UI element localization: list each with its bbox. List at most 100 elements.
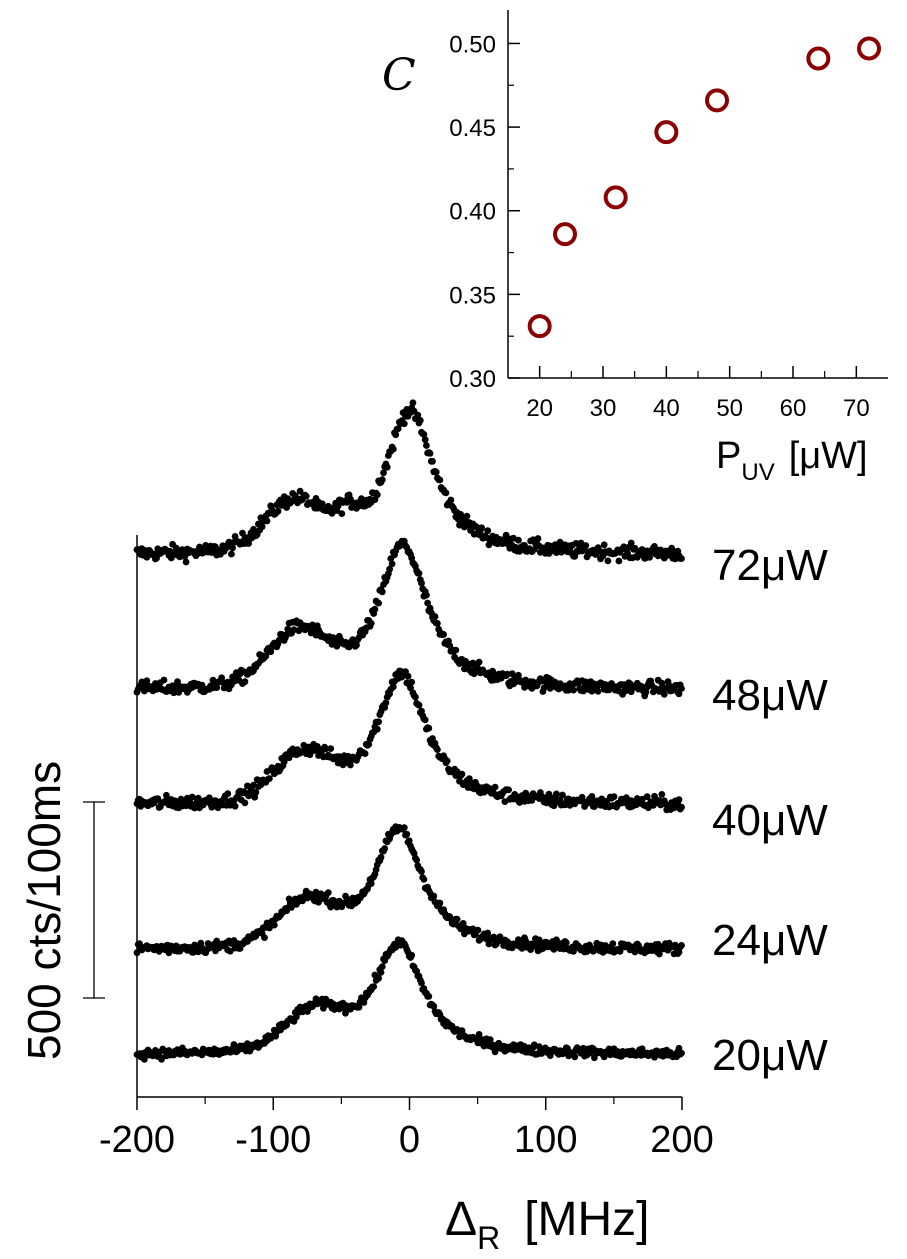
trace-point — [491, 1048, 499, 1056]
trace-point — [324, 889, 332, 896]
trace-point — [470, 670, 478, 678]
trace-label: 20μW — [712, 1031, 828, 1080]
trace-point — [627, 539, 635, 547]
trace-point — [491, 783, 499, 791]
main-x-tick-label: -200 — [99, 1119, 175, 1161]
trace-point — [631, 544, 639, 552]
trace-point — [678, 942, 685, 949]
trace-point — [616, 947, 624, 955]
trace-point — [262, 652, 270, 660]
trace-point — [400, 824, 408, 831]
trace-point — [404, 672, 412, 680]
trace-point — [442, 489, 450, 497]
trace-point — [163, 791, 170, 799]
trace-point — [388, 560, 396, 568]
inset-x-label-sub: UV — [741, 459, 774, 486]
trace-point — [241, 799, 249, 807]
trace-point — [261, 934, 268, 941]
main-x-tick-label: 0 — [399, 1119, 420, 1161]
trace-point — [378, 963, 386, 970]
trace-point — [600, 541, 608, 549]
trace-point — [342, 1009, 349, 1017]
trace-point — [241, 678, 249, 686]
trace-point — [367, 880, 375, 887]
trace-point — [534, 535, 542, 542]
trace-point — [594, 687, 602, 695]
trace-point — [302, 492, 310, 500]
trace-point — [378, 588, 386, 596]
trace-point — [378, 476, 386, 484]
inset-y-tick-label: 0.45 — [449, 115, 496, 142]
trace-point — [675, 948, 683, 956]
trace-point — [373, 725, 381, 733]
trace-point — [377, 853, 385, 861]
inset-x-tick-label: 40 — [653, 395, 680, 422]
inset-y-label: C — [382, 50, 416, 101]
trace-40μW — [133, 667, 685, 814]
inset-data-point — [806, 46, 831, 71]
trace-point — [327, 903, 335, 911]
trace-point — [678, 685, 685, 692]
inset-y-tick-label: 0.40 — [449, 199, 496, 226]
trace-point — [165, 949, 173, 957]
inset-x-tick-label: 50 — [716, 395, 743, 422]
trace-point — [643, 793, 651, 801]
trace-point — [660, 690, 668, 698]
trace-point — [408, 678, 416, 686]
main-chart: -200 -100 0 100 200 72μW 48μW 40μW 24μW 20μW 500… — [18, 399, 828, 1256]
trace-point — [373, 491, 381, 499]
trace-point — [158, 1055, 165, 1063]
trace-point — [258, 523, 266, 531]
inset-x-label-unit: [μW] — [789, 435, 868, 477]
inset-y-tick-label: 0.50 — [449, 31, 496, 58]
trace-point — [415, 570, 423, 577]
trace-point — [429, 457, 436, 465]
trace-point — [678, 1049, 685, 1057]
trace-point — [208, 803, 216, 811]
trace-point — [651, 543, 658, 550]
trace-point — [347, 761, 354, 769]
trace-point — [484, 929, 492, 937]
main-x-label-sub: R — [477, 1220, 500, 1256]
trace-point — [434, 620, 441, 627]
trace-point — [604, 557, 612, 565]
trace-point — [270, 921, 278, 929]
trace-point — [571, 1053, 579, 1061]
trace-point — [423, 442, 430, 449]
trace-point — [413, 856, 420, 864]
trace-point — [610, 793, 618, 801]
scale-bar — [83, 801, 105, 999]
main-x-tick-label: 100 — [514, 1119, 577, 1161]
trace-point — [375, 974, 382, 982]
trace-point — [263, 517, 271, 525]
trace-point — [322, 745, 330, 753]
trace-point — [381, 845, 389, 852]
trace-point — [198, 681, 206, 689]
trace-point — [440, 631, 447, 638]
trace-point — [505, 786, 512, 794]
trace-point — [425, 724, 433, 732]
inset-x-tick-label: 60 — [780, 395, 807, 422]
trace-point — [478, 524, 485, 532]
trace-label: 72μW — [712, 541, 828, 590]
trace-point — [382, 699, 390, 707]
trace-point — [463, 512, 471, 520]
main-x-label: ΔR [MHz] — [445, 1193, 650, 1256]
trace-label: 40μW — [712, 796, 828, 845]
trace-point — [588, 793, 596, 800]
trace-point — [334, 502, 342, 510]
trace-point — [424, 599, 431, 607]
trace-point — [229, 544, 237, 552]
trace-point — [389, 683, 397, 691]
trace-point — [418, 979, 425, 987]
trace-point — [421, 716, 429, 724]
trace-point — [486, 1036, 494, 1043]
trace-point — [432, 468, 440, 476]
trace-label: 24μW — [712, 916, 828, 965]
inset-data-point — [553, 222, 577, 247]
inset-chart: 0.300.350.400.450.50 20 30 40 50 60 70 C PUV[… — [382, 10, 888, 486]
trace-point — [453, 915, 461, 923]
trace-point — [571, 552, 579, 560]
trace-point — [675, 796, 683, 803]
trace-point — [458, 1027, 466, 1035]
